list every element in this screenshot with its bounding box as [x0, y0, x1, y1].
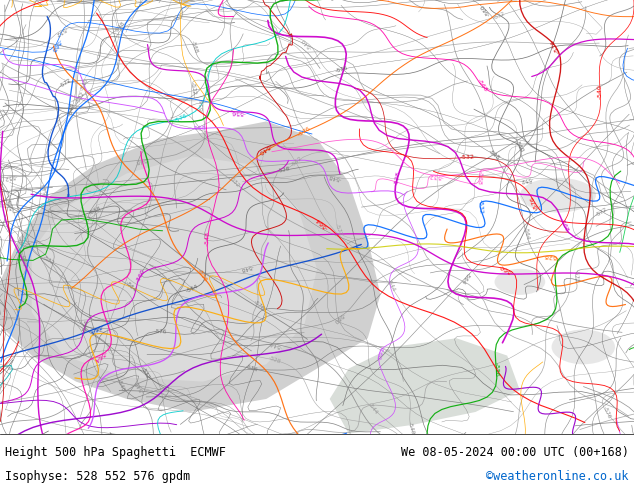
Text: –532: –532: [477, 199, 483, 215]
Text: –540: –540: [257, 142, 272, 154]
Text: We 08-05-2024 00:00 UTC (00+168): We 08-05-2024 00:00 UTC (00+168): [401, 446, 629, 459]
Text: –560: –560: [514, 139, 524, 153]
Text: –564: –564: [124, 280, 136, 293]
Polygon shape: [0, 122, 380, 412]
Ellipse shape: [552, 330, 615, 364]
Text: –576: –576: [252, 299, 265, 311]
Polygon shape: [32, 156, 317, 382]
Text: –552: –552: [228, 176, 240, 189]
Text: –568: –568: [22, 253, 30, 267]
Text: –532: –532: [428, 172, 444, 178]
Text: –528: –528: [393, 171, 401, 186]
Text: –564: –564: [92, 349, 107, 362]
Text: –548: –548: [41, 182, 49, 196]
Text: –532: –532: [75, 91, 86, 105]
Text: –560: –560: [375, 344, 384, 360]
Text: –548: –548: [240, 263, 254, 271]
Text: –560: –560: [499, 263, 514, 275]
Text: –548: –548: [205, 231, 210, 246]
Text: –540: –540: [80, 77, 89, 91]
Text: –528: –528: [267, 355, 281, 365]
Text: –556: –556: [200, 99, 205, 112]
Text: –548: –548: [68, 102, 75, 116]
Text: –572: –572: [573, 269, 578, 283]
Text: –548: –548: [134, 156, 148, 164]
Text: –540: –540: [597, 84, 603, 99]
Text: –564: –564: [460, 270, 472, 284]
Text: –532: –532: [41, 255, 55, 266]
Text: –532: –532: [460, 155, 475, 160]
Text: –576: –576: [550, 38, 561, 54]
Text: –564: –564: [88, 322, 103, 334]
Text: –548: –548: [114, 21, 126, 34]
Text: –532: –532: [54, 24, 68, 36]
Text: –540: –540: [134, 379, 145, 393]
Text: –572: –572: [595, 206, 609, 218]
Text: –548: –548: [328, 173, 342, 181]
Text: –560: –560: [332, 311, 346, 323]
Text: –552: –552: [3, 173, 17, 180]
Text: –568: –568: [190, 40, 198, 54]
Text: –528: –528: [276, 166, 290, 174]
Text: –540: –540: [407, 421, 415, 436]
Text: –572: –572: [58, 78, 72, 89]
Text: –556: –556: [196, 268, 208, 283]
Text: –532: –532: [493, 11, 507, 21]
Text: –556: –556: [231, 109, 246, 115]
Text: –528: –528: [488, 148, 501, 160]
Text: –576: –576: [297, 125, 312, 138]
Text: –564: –564: [522, 226, 530, 240]
Text: –568: –568: [49, 37, 61, 52]
Text: –544: –544: [82, 319, 90, 333]
Text: –556: –556: [244, 364, 259, 373]
Text: –572: –572: [334, 223, 343, 237]
Polygon shape: [330, 338, 520, 434]
Text: Height 500 hPa Spaghetti  ECMWF: Height 500 hPa Spaghetti ECMWF: [5, 446, 226, 459]
Text: –540: –540: [301, 36, 313, 49]
Text: –568: –568: [559, 218, 569, 233]
Text: –544: –544: [367, 401, 379, 415]
Text: –528: –528: [544, 252, 559, 259]
Text: –576: –576: [529, 195, 540, 210]
Text: –564: –564: [8, 198, 16, 212]
Ellipse shape: [520, 178, 596, 213]
Text: –560: –560: [135, 268, 146, 284]
Text: ©weatheronline.co.uk: ©weatheronline.co.uk: [486, 470, 629, 483]
Text: –564: –564: [185, 284, 199, 294]
Text: –532: –532: [140, 367, 151, 381]
Text: –556: –556: [494, 362, 499, 377]
Ellipse shape: [495, 269, 545, 295]
Text: –544: –544: [269, 340, 283, 349]
Text: –576: –576: [602, 406, 612, 420]
Text: –576: –576: [172, 113, 188, 124]
Text: –564: –564: [315, 216, 329, 230]
Text: –548: –548: [116, 378, 126, 392]
Text: –568: –568: [476, 78, 488, 93]
Text: –560: –560: [480, 3, 491, 16]
Text: –576: –576: [153, 329, 167, 335]
Text: –544: –544: [385, 279, 396, 293]
Text: Isophyse: 528 552 576 gpdm: Isophyse: 528 552 576 gpdm: [5, 470, 190, 483]
Text: –568: –568: [191, 126, 207, 131]
Text: –568: –568: [88, 206, 103, 216]
Text: –568: –568: [476, 170, 482, 185]
Text: –552: –552: [290, 155, 303, 168]
Text: –572: –572: [190, 82, 197, 96]
Text: –552: –552: [519, 174, 533, 182]
Text: –576: –576: [334, 65, 348, 74]
